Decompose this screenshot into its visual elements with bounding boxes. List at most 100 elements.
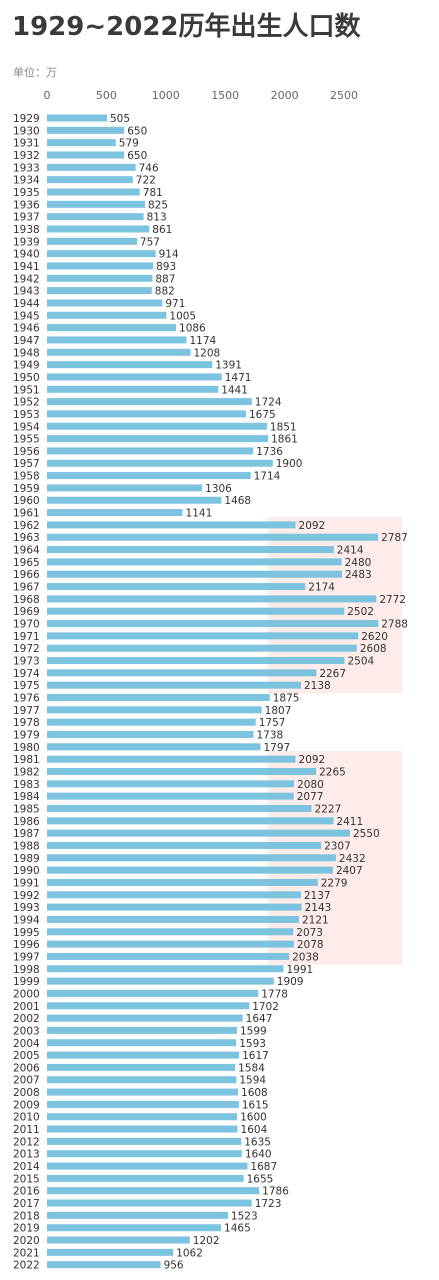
year-label: 2002 — [13, 1013, 40, 1025]
year-label: 1998 — [13, 964, 40, 976]
value-label: 2078 — [297, 939, 324, 951]
bar — [47, 669, 317, 677]
year-label: 1965 — [13, 557, 40, 569]
year-label: 2020 — [13, 1235, 40, 1247]
bar — [47, 1113, 238, 1121]
value-label: 2502 — [347, 606, 374, 618]
year-label: 1943 — [13, 286, 40, 298]
year-label: 2017 — [13, 1198, 40, 1210]
year-label: 1937 — [13, 212, 40, 224]
value-label: 579 — [119, 138, 139, 150]
year-label: 2007 — [13, 1075, 40, 1087]
bar — [47, 965, 284, 973]
bar — [47, 410, 246, 418]
bar — [47, 521, 296, 529]
bar — [47, 755, 296, 763]
bar — [47, 632, 359, 640]
value-label: 1991 — [287, 964, 314, 976]
year-label: 2006 — [13, 1062, 40, 1074]
value-label: 882 — [155, 286, 175, 298]
bar — [47, 1261, 161, 1269]
value-label: 887 — [155, 273, 175, 285]
year-label: 1996 — [13, 939, 40, 951]
x-tick-label: 1500 — [211, 89, 239, 102]
year-label: 1973 — [13, 656, 40, 668]
bar — [47, 1026, 237, 1034]
value-label: 1600 — [240, 1112, 267, 1124]
value-label: 1471 — [225, 372, 252, 384]
bar — [47, 1002, 250, 1010]
value-label: 1723 — [255, 1198, 282, 1210]
year-label: 1983 — [13, 779, 40, 791]
year-label: 1957 — [13, 458, 40, 470]
bar — [47, 459, 273, 467]
bar — [47, 903, 302, 911]
value-label: 2137 — [304, 890, 331, 902]
value-label: 1608 — [241, 1087, 268, 1099]
year-label: 1947 — [13, 335, 40, 347]
bar — [47, 940, 294, 948]
year-label: 2008 — [13, 1087, 40, 1099]
bar — [47, 878, 318, 886]
bar — [47, 1236, 190, 1244]
year-label: 1995 — [13, 927, 40, 939]
year-label: 1990 — [13, 865, 40, 877]
bar — [47, 262, 154, 270]
bar — [47, 447, 254, 455]
bar — [47, 1150, 242, 1158]
value-label: 1736 — [256, 446, 283, 458]
value-label: 2414 — [337, 545, 364, 557]
bar — [47, 299, 163, 307]
year-label: 1964 — [13, 545, 40, 557]
year-label: 2013 — [13, 1149, 40, 1161]
value-label: 757 — [140, 236, 160, 248]
value-label: 781 — [143, 187, 163, 199]
year-label: 1952 — [13, 397, 40, 409]
value-label: 2265 — [319, 766, 346, 778]
bar — [47, 952, 290, 960]
year-label: 1955 — [13, 434, 40, 446]
year-label: 1945 — [13, 310, 40, 322]
value-label: 1086 — [179, 323, 206, 335]
year-label: 1950 — [13, 372, 40, 384]
year-label: 1961 — [13, 508, 40, 520]
value-label: 893 — [156, 261, 176, 273]
bar — [47, 126, 125, 134]
bar — [47, 188, 140, 196]
value-label: 1714 — [254, 471, 281, 483]
bar — [47, 546, 334, 554]
bar — [47, 767, 317, 775]
value-label: 1702 — [252, 1001, 279, 1013]
value-label: 1807 — [265, 705, 292, 717]
value-label: 2143 — [305, 902, 332, 914]
value-label: 1062 — [176, 1247, 203, 1259]
year-label: 1939 — [13, 236, 40, 248]
bar — [47, 743, 261, 751]
value-label: 956 — [164, 1260, 184, 1272]
bar — [47, 472, 251, 480]
value-label: 2772 — [379, 594, 406, 606]
value-label: 1593 — [239, 1038, 266, 1050]
bar — [47, 706, 262, 714]
bar — [47, 854, 336, 862]
value-label: 1635 — [244, 1136, 271, 1148]
year-label: 1935 — [13, 187, 40, 199]
bar — [47, 509, 183, 517]
value-label: 1202 — [193, 1235, 220, 1247]
value-label: 1675 — [249, 409, 276, 421]
value-label: 1465 — [224, 1223, 251, 1235]
value-label: 1617 — [242, 1050, 269, 1062]
year-label: 1930 — [13, 125, 40, 137]
unit-label: 单位：万 — [13, 66, 57, 79]
year-label: 1963 — [13, 532, 40, 544]
bar — [47, 373, 222, 381]
bar — [47, 1187, 260, 1195]
year-label: 1966 — [13, 569, 40, 581]
bar — [47, 225, 150, 233]
year-label: 1938 — [13, 224, 40, 236]
year-label: 1974 — [13, 668, 40, 680]
value-label: 2483 — [345, 569, 372, 581]
bar — [47, 620, 379, 628]
year-label: 1931 — [13, 138, 40, 150]
bar — [47, 274, 153, 282]
